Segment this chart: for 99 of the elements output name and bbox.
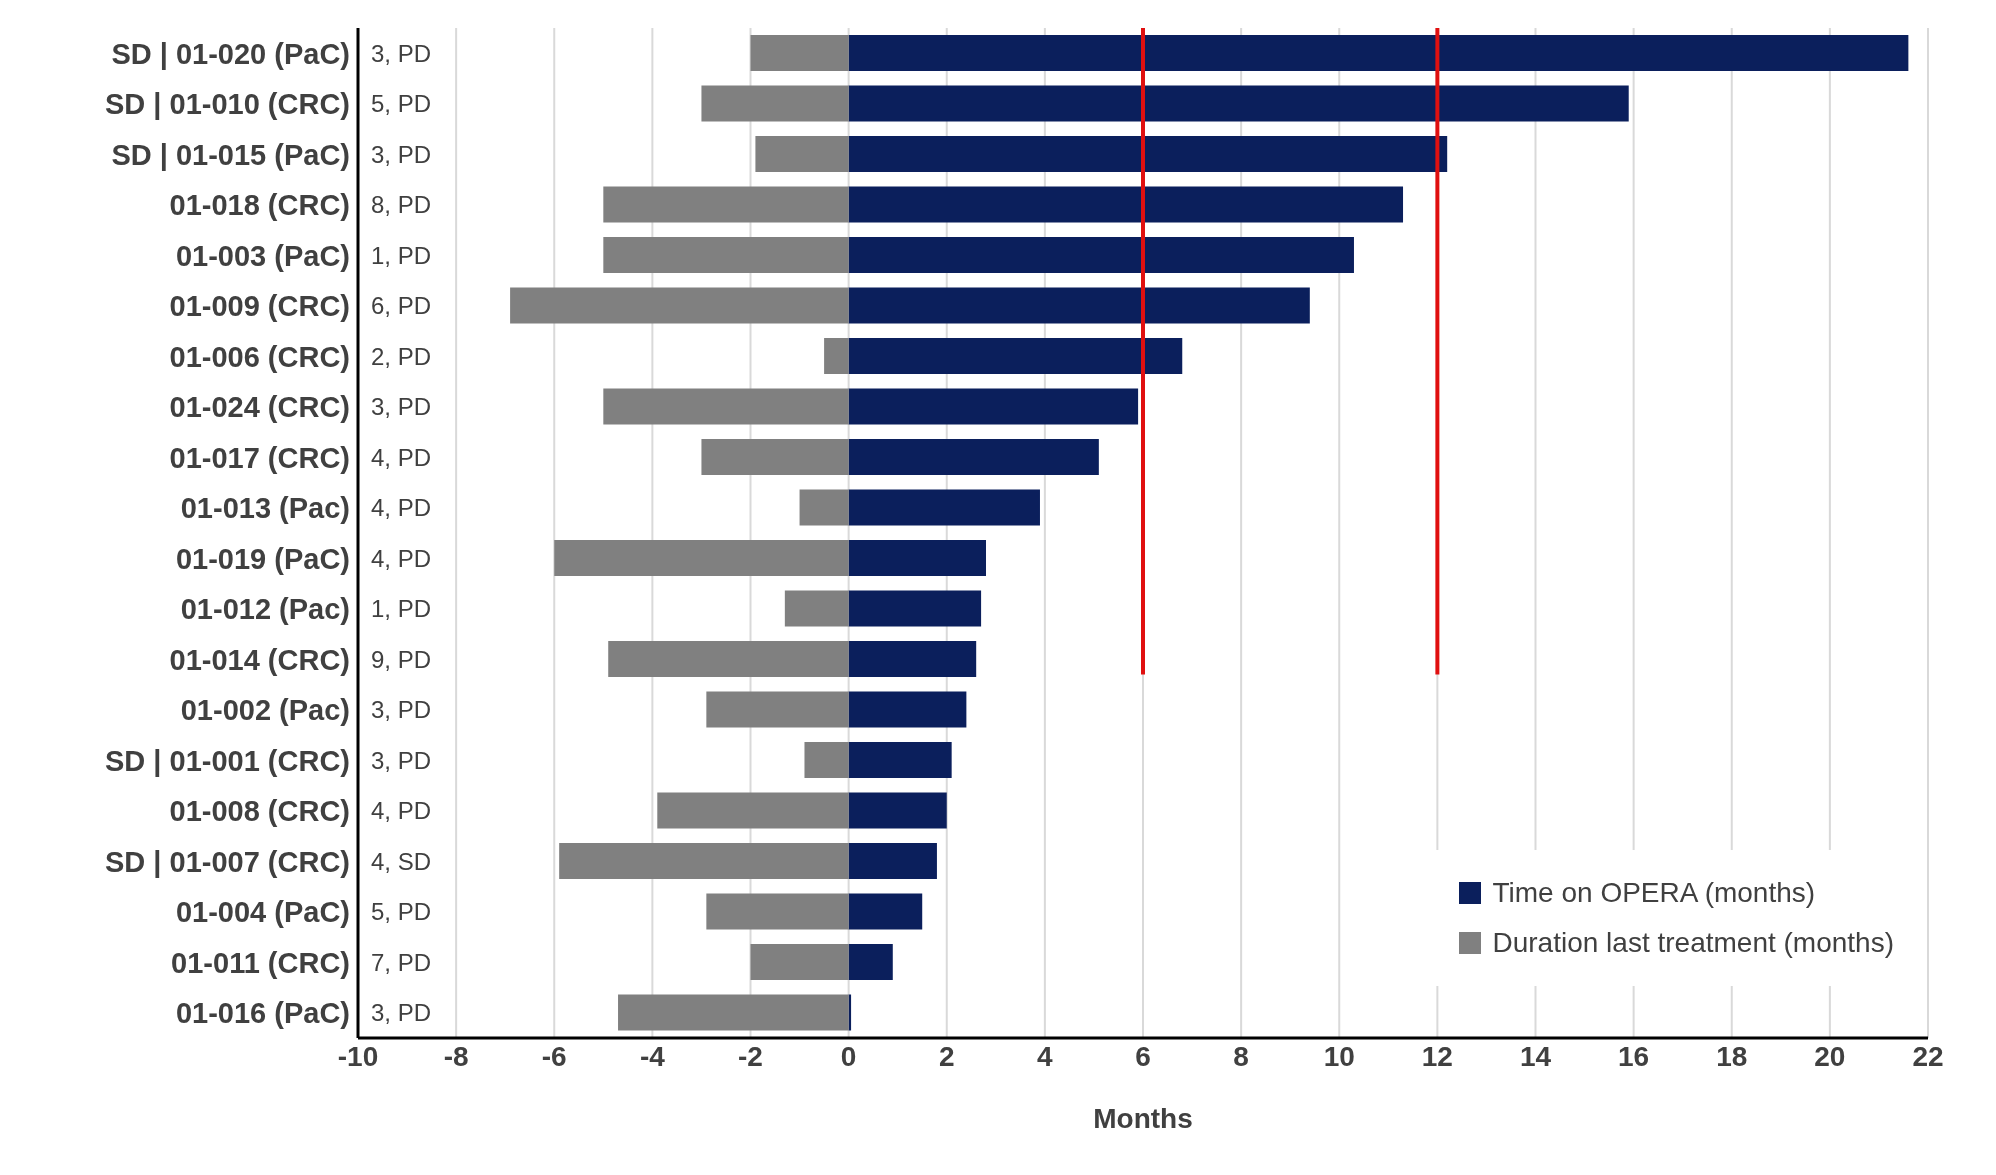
x-tick-label: 14 bbox=[1519, 1040, 1552, 1072]
x-tick-label: 0 bbox=[840, 1040, 857, 1072]
x-tick-label: -2 bbox=[738, 1040, 763, 1072]
bar bbox=[824, 338, 849, 374]
y-tick-label: 01-011 (CRC) bbox=[171, 946, 350, 979]
x-tick-label: -6 bbox=[541, 1040, 567, 1072]
legend-label: Time on OPERA (months) bbox=[1492, 876, 1816, 911]
x-tick-label: -4 bbox=[639, 1040, 666, 1072]
bar bbox=[848, 843, 937, 879]
bar bbox=[554, 540, 849, 576]
x-tick-label: 10 bbox=[1323, 1040, 1355, 1072]
annotation: 3, PD bbox=[371, 999, 432, 1027]
y-tick-label: 01-018 (CRC) bbox=[169, 189, 350, 222]
bar bbox=[755, 136, 849, 172]
y-tick-label: 01-024 (CRC) bbox=[169, 391, 350, 424]
annotation: 6, PD bbox=[371, 292, 432, 320]
x-axis-title: Months bbox=[1093, 1103, 1193, 1134]
x-tick-label: -10 bbox=[337, 1040, 379, 1072]
x-tick-label: 20 bbox=[1814, 1040, 1846, 1072]
annotation: 4, PD bbox=[371, 494, 432, 522]
y-tick-label: 01-014 (CRC) bbox=[169, 643, 350, 676]
y-tick-label: 01-008 (CRC) bbox=[169, 795, 350, 828]
annotation: 8, PD bbox=[371, 191, 432, 219]
y-tick-label: 01-009 (CRC) bbox=[169, 290, 350, 323]
annotation: 2, PD bbox=[371, 342, 432, 370]
y-tick-label: 01-006 (CRC) bbox=[169, 340, 350, 373]
bar bbox=[848, 742, 952, 778]
annotation: 3, PD bbox=[371, 39, 432, 67]
annotation: 1, PD bbox=[371, 241, 432, 269]
x-tick-label: 6 bbox=[1135, 1040, 1151, 1072]
y-tick-label: 01-013 (Pac) bbox=[180, 492, 350, 525]
bar bbox=[750, 944, 849, 980]
annotation: 9, PD bbox=[371, 645, 432, 673]
annotation: 5, PD bbox=[371, 90, 432, 118]
bar bbox=[657, 792, 849, 829]
bar bbox=[848, 590, 982, 627]
bar bbox=[701, 85, 849, 122]
y-tick-label: 01-004 (PaC) bbox=[175, 896, 350, 929]
bar bbox=[559, 843, 849, 879]
legend-label: Duration last treatment (months) bbox=[1492, 926, 1894, 961]
y-tick-label: SD | 01-015 (PaC) bbox=[111, 138, 350, 171]
x-tick-label: -8 bbox=[443, 1040, 469, 1072]
bar bbox=[603, 237, 849, 273]
x-tick-label: 22 bbox=[1912, 1040, 1944, 1072]
bar bbox=[848, 338, 1183, 374]
x-tick-label: 4 bbox=[1037, 1040, 1054, 1072]
bar bbox=[701, 439, 849, 475]
bar bbox=[848, 944, 893, 980]
y-tick-label: SD | 01-020 (PaC) bbox=[111, 37, 350, 70]
x-tick-label: 2 bbox=[938, 1040, 955, 1072]
bar bbox=[848, 85, 1629, 122]
bar bbox=[784, 590, 849, 627]
annotation: 1, PD bbox=[371, 595, 432, 623]
bar bbox=[618, 994, 849, 1031]
bar bbox=[848, 35, 1909, 71]
bar bbox=[848, 540, 986, 576]
bar bbox=[848, 893, 923, 930]
x-tick-label: 8 bbox=[1233, 1040, 1249, 1072]
bar bbox=[848, 489, 1040, 526]
bar bbox=[848, 186, 1404, 223]
x-tick-label: 16 bbox=[1618, 1040, 1650, 1072]
bar bbox=[750, 35, 849, 71]
bar bbox=[848, 439, 1099, 475]
bar bbox=[706, 893, 849, 930]
y-tick-label: SD | 01-010 (CRC) bbox=[104, 88, 350, 121]
bar bbox=[848, 641, 977, 677]
bar bbox=[706, 691, 849, 728]
bar bbox=[848, 237, 1354, 273]
x-tick-label: 12 bbox=[1421, 1040, 1453, 1072]
annotation: 7, PD bbox=[371, 948, 432, 976]
y-tick-label: 01-017 (CRC) bbox=[169, 441, 350, 474]
bar bbox=[848, 287, 1310, 324]
bar bbox=[848, 691, 967, 728]
annotation: 4, SD bbox=[371, 847, 432, 875]
annotation: 3, PD bbox=[371, 140, 432, 168]
y-tick-label: 01-012 (Pac) bbox=[180, 593, 350, 626]
bar bbox=[848, 388, 1139, 425]
y-tick-label: 01-019 (PaC) bbox=[175, 542, 350, 575]
y-tick-label: SD | 01-001 (CRC) bbox=[104, 744, 350, 777]
bar bbox=[603, 388, 849, 425]
y-tick-label: 01-016 (PaC) bbox=[175, 997, 350, 1030]
bar bbox=[603, 186, 849, 223]
annotation: 3, PD bbox=[371, 746, 432, 774]
annotation: 4, PD bbox=[371, 797, 432, 825]
annotation: 3, PD bbox=[371, 696, 432, 724]
annotation: 5, PD bbox=[371, 898, 432, 926]
y-tick-label: SD | 01-007 (CRC) bbox=[104, 845, 350, 878]
annotation: 3, PD bbox=[371, 393, 432, 421]
bar bbox=[848, 136, 1448, 172]
bar bbox=[799, 489, 849, 526]
y-tick-label: 01-002 (Pac) bbox=[180, 694, 350, 727]
bar bbox=[510, 287, 849, 324]
bar bbox=[848, 792, 947, 829]
bar bbox=[608, 641, 849, 677]
annotation: 4, PD bbox=[371, 443, 432, 471]
annotation: 4, PD bbox=[371, 544, 432, 572]
y-tick-label: 01-003 (PaC) bbox=[175, 239, 350, 272]
bar bbox=[804, 742, 849, 778]
x-tick-label: 18 bbox=[1716, 1040, 1748, 1072]
